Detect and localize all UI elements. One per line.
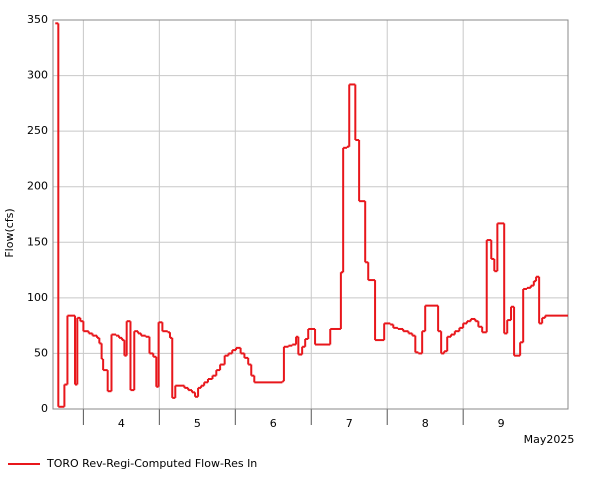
x-sublabel: May2025 bbox=[524, 433, 575, 446]
x-tick-label: 5 bbox=[194, 417, 201, 430]
y-tick-label: 300 bbox=[27, 69, 48, 82]
y-axis-label: Flow(cfs) bbox=[3, 208, 16, 257]
x-tick-label: 6 bbox=[270, 417, 277, 430]
x-tick-label: 9 bbox=[498, 417, 505, 430]
y-tick-label: 0 bbox=[41, 402, 48, 415]
y-tick-label: 350 bbox=[27, 13, 48, 26]
legend-label: TORO Rev-Regi-Computed Flow-Res In bbox=[46, 457, 257, 470]
x-tick-label: 4 bbox=[118, 417, 125, 430]
y-tick-label: 200 bbox=[27, 180, 48, 193]
x-tick-label: 7 bbox=[346, 417, 353, 430]
x-tick-label: 8 bbox=[422, 417, 429, 430]
step-riser bbox=[57, 23, 547, 407]
y-tick-label: 250 bbox=[27, 124, 48, 137]
plot-frame bbox=[52, 19, 569, 410]
y-tick-label: 150 bbox=[27, 235, 48, 248]
y-tick-label: 50 bbox=[34, 346, 48, 359]
y-tick-label: 100 bbox=[27, 291, 48, 304]
